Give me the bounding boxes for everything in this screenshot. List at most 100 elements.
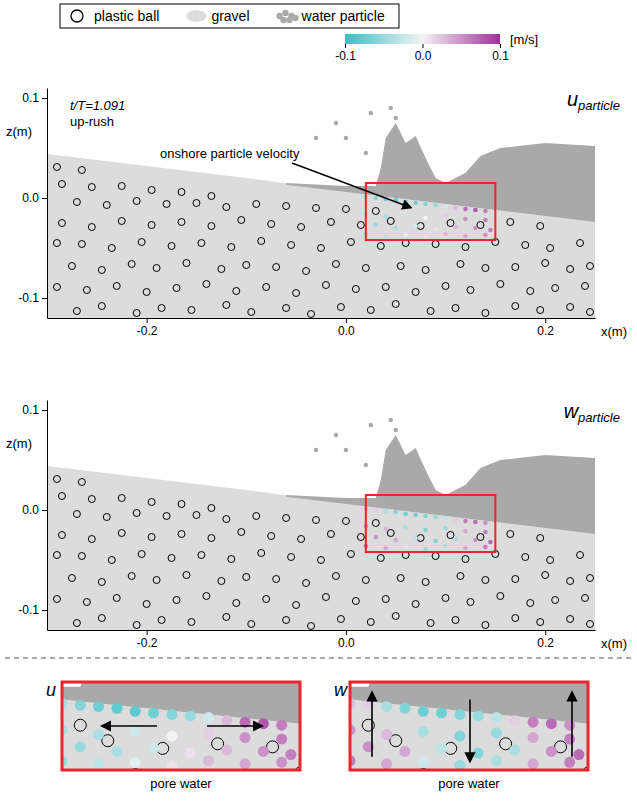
plastic-ball — [138, 551, 145, 558]
pore-particle — [443, 516, 448, 521]
plastic-ball — [367, 619, 374, 626]
plastic-ball — [537, 535, 544, 542]
pore-particle — [413, 224, 418, 229]
legend-label: water particle — [301, 8, 385, 24]
plastic-ball — [203, 593, 210, 600]
pore-particle — [509, 715, 520, 726]
x-axis-line — [48, 318, 596, 319]
plastic-ball — [173, 597, 180, 604]
plastic-ball — [427, 620, 434, 627]
pore-particle — [285, 749, 296, 760]
pore-particle — [423, 514, 428, 519]
water-body — [286, 123, 595, 222]
plastic-ball — [168, 555, 175, 562]
plastic-ball — [362, 265, 369, 272]
plastic-ball — [53, 552, 60, 559]
plastic-ball — [263, 284, 270, 291]
pore-particle — [166, 731, 177, 742]
flow-arrow — [469, 700, 471, 762]
time-label: t/T=1.091 — [70, 98, 125, 113]
legend-label: plastic ball — [94, 8, 159, 24]
plastic-ball — [347, 239, 354, 246]
plastic-ball — [392, 301, 399, 308]
plastic-ball — [442, 595, 449, 602]
pore-particle — [93, 729, 104, 740]
tick: -0.2 — [137, 630, 158, 650]
plastic-ball — [163, 201, 170, 208]
plastic-ball — [103, 202, 110, 209]
pore-particle — [423, 547, 428, 552]
plastic-ball — [208, 535, 215, 542]
tick: 0.0 — [415, 44, 432, 63]
plastic-ball — [352, 598, 359, 605]
inset: wpore water — [0, 564, 637, 802]
pore-particle — [443, 526, 448, 531]
pore-particle — [403, 545, 408, 550]
plastic-ball — [83, 287, 90, 294]
plastic-ball — [243, 574, 250, 581]
pore-particle — [381, 758, 392, 769]
pore-particle — [393, 510, 398, 515]
plastic-ball — [322, 594, 329, 601]
plastic-ball — [223, 302, 230, 309]
pore-particle — [488, 540, 493, 545]
plastic-ball — [193, 512, 200, 519]
pore-particle — [463, 207, 468, 212]
plastic-ball — [417, 223, 424, 230]
pore-particle — [491, 755, 502, 766]
pore-particle — [383, 509, 388, 514]
plastic-ball — [293, 290, 300, 297]
plastic-ball — [582, 283, 589, 290]
plastic-ball — [577, 240, 584, 247]
tick-mark — [42, 610, 47, 611]
pore-particle — [276, 720, 287, 731]
plastic-ball — [452, 305, 459, 312]
plastic-ball — [447, 532, 454, 539]
plastic-ball — [98, 303, 105, 310]
legend-swatch — [186, 10, 206, 22]
inset-variable: u — [46, 680, 56, 700]
water-droplet — [369, 111, 373, 115]
tick-label: -0.1 — [18, 603, 39, 617]
plastic-ball — [183, 572, 190, 579]
plastic-ball — [288, 242, 295, 249]
colorbar-unit: [m/s] — [510, 32, 538, 47]
pore-particle — [258, 718, 269, 729]
plastic-ball — [118, 218, 125, 225]
pore-particle — [403, 233, 408, 238]
water-droplet — [334, 433, 338, 437]
pore-particle — [483, 530, 488, 535]
pore-particle — [491, 712, 502, 723]
water-droplet — [364, 463, 368, 467]
plastic-ball — [103, 514, 110, 521]
plastic-ball — [228, 556, 235, 563]
panel-label: uparticle — [567, 88, 620, 113]
plastic-ball — [462, 244, 469, 251]
plastic-ball — [128, 261, 135, 268]
tick-mark — [42, 410, 47, 411]
plastic-ball — [88, 184, 95, 191]
pore-particle — [221, 744, 232, 755]
tick-label: 0.1 — [492, 49, 509, 63]
pore-particle — [374, 196, 379, 201]
plastic-ball — [208, 223, 215, 230]
pore-particle — [399, 746, 410, 757]
plastic-ball — [467, 287, 474, 294]
pore-particle — [433, 515, 438, 520]
water-droplet — [394, 116, 398, 120]
plastic-ball — [537, 223, 544, 230]
y-axis-line — [47, 401, 48, 631]
pore-particle — [463, 217, 468, 222]
tick-label: -0.2 — [137, 636, 158, 650]
plastic-ball — [118, 183, 125, 190]
plastic-ball — [283, 203, 290, 210]
plastic-ball — [293, 602, 300, 609]
pore-particle — [546, 718, 557, 729]
plastic-ball — [283, 617, 290, 624]
pore-particle — [473, 748, 484, 759]
plastic-ball — [173, 285, 180, 292]
tick: -0.2 — [137, 318, 158, 338]
pore-particle — [463, 519, 468, 524]
pore-particle — [528, 717, 539, 728]
plastic-ball — [392, 613, 399, 620]
